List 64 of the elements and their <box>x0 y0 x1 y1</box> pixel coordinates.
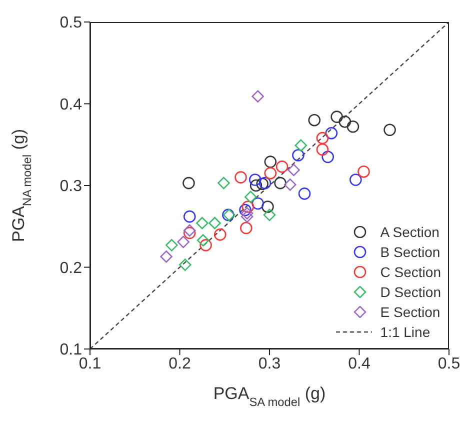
x-tick-label: 0.5 <box>438 355 460 372</box>
y-tick-label: 0.3 <box>60 178 82 196</box>
point <box>183 210 196 223</box>
point <box>244 190 257 204</box>
point <box>196 234 210 246</box>
x-tick-label: 0.3 <box>258 355 281 372</box>
point <box>252 197 264 210</box>
point <box>316 143 329 156</box>
point <box>350 174 362 186</box>
legend-label: 1:1 Line <box>380 323 430 342</box>
point <box>240 210 254 223</box>
point <box>177 236 190 248</box>
point <box>322 150 334 164</box>
point <box>264 156 277 168</box>
legend-label: B Section <box>380 243 440 262</box>
point <box>316 132 329 144</box>
point <box>308 114 321 126</box>
point <box>234 171 247 184</box>
point <box>178 258 192 271</box>
point <box>292 149 304 162</box>
legend-label: E Section <box>380 303 440 322</box>
point <box>256 178 268 190</box>
point <box>250 179 262 192</box>
point <box>338 116 352 128</box>
point <box>298 188 311 200</box>
point <box>288 164 300 176</box>
legend-label: D Section <box>380 283 441 302</box>
point <box>182 176 195 190</box>
x-tick-label: 0.4 <box>348 355 370 372</box>
point <box>248 174 262 186</box>
point <box>264 167 277 180</box>
y-tick-label: 0.4 <box>60 96 82 114</box>
point <box>346 120 360 133</box>
point <box>274 176 286 190</box>
point <box>276 160 288 173</box>
legend-label: A Section <box>380 223 440 242</box>
point <box>384 124 396 136</box>
x-axis-title: PGA$_{SA model}$ (g) <box>213 384 326 409</box>
point <box>214 228 226 241</box>
point <box>208 216 221 230</box>
point <box>166 239 178 252</box>
point <box>240 222 252 234</box>
point <box>294 139 308 152</box>
x-tick-label: 0.2 <box>168 355 191 372</box>
point <box>284 178 296 191</box>
y-tick-label: 0.5 <box>60 14 82 32</box>
point <box>325 127 338 140</box>
point <box>240 207 254 220</box>
legend-label: C Section <box>380 263 441 282</box>
point <box>200 239 212 252</box>
point <box>358 165 370 178</box>
point <box>183 226 196 240</box>
point <box>183 224 196 237</box>
point <box>218 176 230 190</box>
point <box>262 200 274 213</box>
point <box>263 208 276 222</box>
point <box>330 110 343 123</box>
point <box>196 216 208 230</box>
y-tick-label: 0.2 <box>60 260 82 277</box>
point <box>258 176 272 190</box>
point <box>242 200 254 213</box>
point <box>160 250 172 263</box>
point <box>252 90 264 103</box>
point <box>239 204 252 216</box>
